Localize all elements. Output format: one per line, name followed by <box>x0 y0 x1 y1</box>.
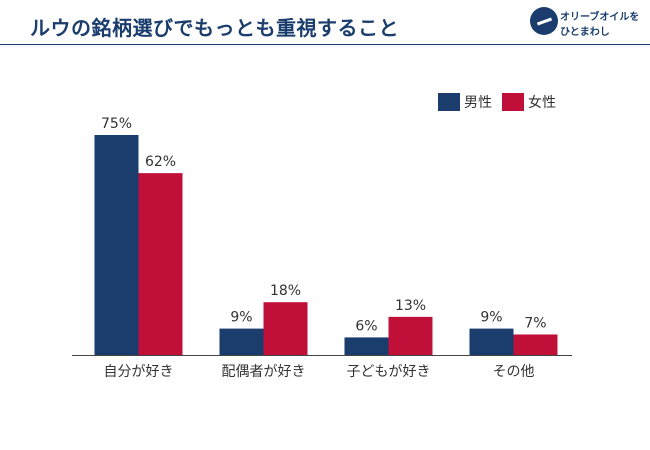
category-label-3: その他 <box>493 364 535 380</box>
legend-swatch-female <box>502 93 524 111</box>
data-label-female-1: 18% <box>270 283 301 299</box>
data-label-male-2: 6% <box>355 318 377 334</box>
category-label-0: 自分が好き <box>104 364 174 380</box>
logo-text-line1: オリーブオイルを <box>560 12 640 23</box>
logo-text-line2: ひとまわし <box>560 27 610 38</box>
chart-legend: 男性 女性 <box>438 92 560 112</box>
legend-item-female: 女性 <box>502 92 556 112</box>
legend-label-female: 女性 <box>528 95 556 111</box>
bar-male-3 <box>469 328 514 355</box>
bar-male-1 <box>219 328 264 355</box>
brand-logo: オリーブオイルを ひとまわし <box>530 6 642 40</box>
bar-male-0 <box>94 135 139 355</box>
category-label-2: 子どもが好き <box>347 364 431 380</box>
data-label-male-3: 9% <box>480 310 502 326</box>
bar-female-2 <box>388 316 433 355</box>
bar-male-2 <box>344 337 389 355</box>
title-divider <box>0 44 650 45</box>
bar-female-0 <box>138 173 183 355</box>
bar-female-1 <box>263 302 308 355</box>
page-title: ルウの銘柄選びでもっとも重視すること <box>30 16 399 40</box>
bar-female-3 <box>513 334 558 355</box>
legend-item-male: 男性 <box>438 92 492 112</box>
data-label-male-0: 75% <box>101 116 132 132</box>
data-label-female-2: 13% <box>395 298 426 314</box>
logo-mark-icon <box>530 7 558 35</box>
legend-swatch-male <box>438 93 460 111</box>
data-label-male-1: 9% <box>230 310 252 326</box>
data-label-female-3: 7% <box>524 315 546 331</box>
data-label-female-0: 62% <box>145 154 176 170</box>
category-label-1: 配偶者が好き <box>222 364 306 380</box>
legend-label-male: 男性 <box>464 95 492 111</box>
